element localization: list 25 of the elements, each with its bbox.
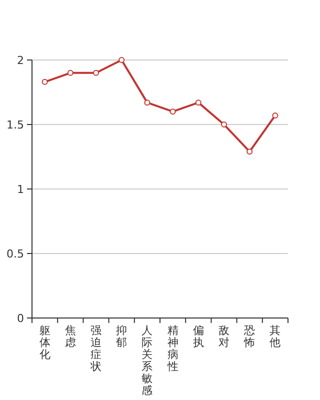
point <box>93 70 99 76</box>
x-tick-label: 其他 <box>270 324 281 349</box>
point <box>246 148 253 155</box>
y-tick-label: 0.5 <box>6 248 24 260</box>
point <box>118 57 125 63</box>
point <box>221 122 227 128</box>
x-tick-label: 人际关系敏感 <box>142 324 153 397</box>
x-tick-label: 抑郁 <box>116 324 128 349</box>
y-tick-label: 1.5 <box>6 118 24 132</box>
point <box>144 100 150 106</box>
x-tick-label: 焦虑 <box>64 324 76 349</box>
y-tick-label: 1 <box>17 183 24 196</box>
x-tick-label: 偏执 <box>192 324 204 349</box>
x-tick-label: 躯体化 <box>39 324 50 361</box>
point <box>272 112 278 118</box>
point <box>42 78 48 85</box>
x-tick-label: 敌对 <box>218 324 230 349</box>
y-tick-label: 2 <box>17 54 24 67</box>
point <box>170 108 176 115</box>
point <box>67 70 74 76</box>
point <box>195 100 202 106</box>
y-tick-label: 0 <box>17 312 24 325</box>
x-tick-label: 恐怖 <box>243 324 256 349</box>
x-tick-label: 精神病性 <box>166 324 178 373</box>
x-tick-label: 强迫症状 <box>90 324 102 373</box>
